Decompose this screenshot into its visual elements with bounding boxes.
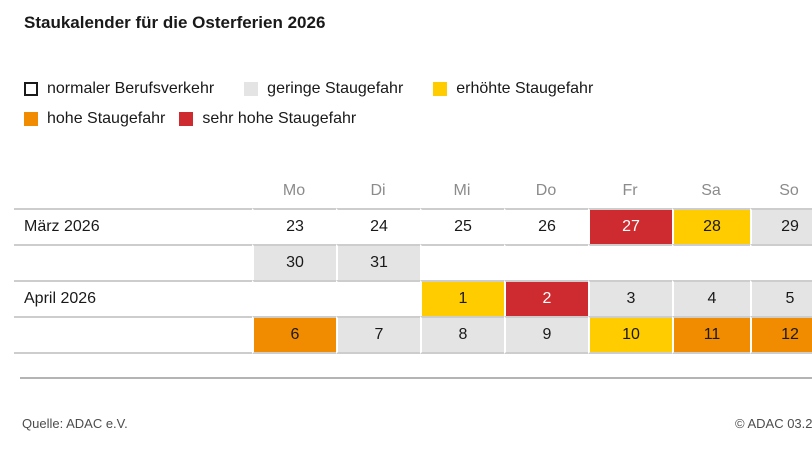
calendar-cell: 9 bbox=[504, 316, 588, 354]
legend-label-normal: normaler Berufsverkehr bbox=[47, 80, 215, 97]
legend-label-high: hohe Staugefahr bbox=[47, 110, 166, 127]
calendar-cell: 10 bbox=[588, 316, 672, 354]
calendar-cell: 24 bbox=[336, 208, 420, 244]
month-label bbox=[14, 244, 252, 280]
legend-swatch-low bbox=[244, 82, 259, 96]
legend-row-2: hohe Staugefahr sehr hohe Staugefahr bbox=[24, 108, 593, 130]
source-text: Quelle: ADAC e.V. bbox=[22, 416, 128, 431]
calendar-row-april-1: April 2026 1 2 3 4 5 bbox=[14, 280, 812, 316]
traffic-calendar-table: Mo Di Mi Do Fr Sa So März 2026 23 24 25 … bbox=[14, 162, 812, 354]
day-header-fr: Fr bbox=[622, 182, 638, 199]
calendar-cell: 11 bbox=[672, 316, 750, 354]
calendar-row-april-2: 6 7 8 9 10 11 12 bbox=[14, 316, 812, 354]
day-header-row: Mo Di Mi Do Fr Sa So bbox=[14, 162, 812, 208]
calendar-cell: 23 bbox=[252, 208, 336, 244]
chart-title: Staukalender für die Osterferien 2026 bbox=[24, 13, 326, 32]
calendar-cell: 26 bbox=[504, 208, 588, 244]
calendar-cell: 2 bbox=[504, 280, 588, 316]
legend-item-low: geringe Staugefahr bbox=[244, 80, 403, 98]
calendar-cell: 6 bbox=[252, 316, 336, 354]
calendar-cell bbox=[750, 244, 812, 280]
legend-swatch-very-high bbox=[179, 112, 194, 126]
legend: normaler Berufsverkehr geringe Staugefah… bbox=[24, 78, 593, 130]
calendar-cell: 4 bbox=[672, 280, 750, 316]
month-label: April 2026 bbox=[14, 280, 252, 316]
corner-cell bbox=[14, 162, 252, 208]
legend-label-very-high: sehr hohe Staugefahr bbox=[202, 110, 357, 127]
legend-swatch-high bbox=[24, 112, 38, 126]
day-header-mo: Mo bbox=[282, 182, 306, 199]
day-header-di: Di bbox=[370, 182, 386, 199]
legend-item-elevated: erhöhte Staugefahr bbox=[433, 80, 593, 98]
day-header-do: Do bbox=[535, 182, 557, 199]
calendar-row-maerz-1: März 2026 23 24 25 26 27 28 29 bbox=[14, 208, 812, 244]
legend-label-low: geringe Staugefahr bbox=[267, 80, 404, 97]
month-label bbox=[14, 316, 252, 354]
calendar-row-maerz-2: 30 31 bbox=[14, 244, 812, 280]
calendar-cell: 27 bbox=[588, 208, 672, 244]
legend-swatch-normal bbox=[24, 82, 38, 96]
footer-divider bbox=[20, 377, 812, 379]
calendar-cell bbox=[420, 244, 504, 280]
calendar-cell: 1 bbox=[420, 280, 504, 316]
legend-item-normal: normaler Berufsverkehr bbox=[24, 80, 214, 98]
calendar-cell: 12 bbox=[750, 316, 812, 354]
calendar-cell: 8 bbox=[420, 316, 504, 354]
legend-swatch-elevated bbox=[433, 82, 448, 96]
day-header-mi: Mi bbox=[453, 182, 471, 199]
calendar-cell: 31 bbox=[336, 244, 420, 280]
calendar-cell: 28 bbox=[672, 208, 750, 244]
calendar-cell bbox=[252, 280, 336, 316]
calendar-cell: 5 bbox=[750, 280, 812, 316]
calendar-cell bbox=[336, 280, 420, 316]
calendar-cell bbox=[588, 244, 672, 280]
legend-label-elevated: erhöhte Staugefahr bbox=[456, 80, 594, 97]
legend-item-very-high: sehr hohe Staugefahr bbox=[179, 110, 356, 128]
month-label: März 2026 bbox=[14, 208, 252, 244]
calendar-cell: 30 bbox=[252, 244, 336, 280]
day-header-so: So bbox=[779, 182, 799, 199]
calendar-cell bbox=[672, 244, 750, 280]
legend-row-1: normaler Berufsverkehr geringe Staugefah… bbox=[24, 78, 593, 100]
calendar-cell: 25 bbox=[420, 208, 504, 244]
day-header-sa: Sa bbox=[701, 182, 721, 199]
calendar-cell: 7 bbox=[336, 316, 420, 354]
calendar-cell: 3 bbox=[588, 280, 672, 316]
copyright-text: © ADAC 03.20 bbox=[735, 416, 812, 431]
calendar-cell: 29 bbox=[750, 208, 812, 244]
legend-item-high: hohe Staugefahr bbox=[24, 110, 165, 128]
calendar-cell bbox=[504, 244, 588, 280]
